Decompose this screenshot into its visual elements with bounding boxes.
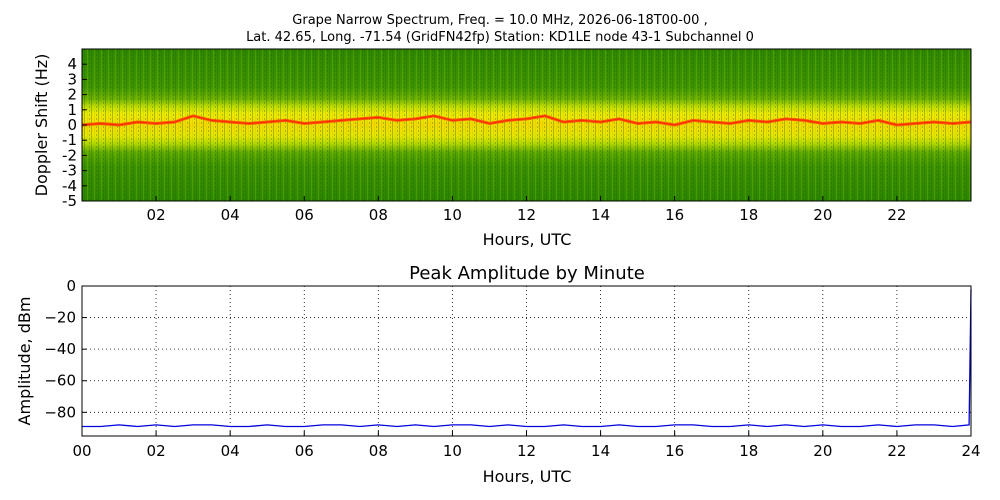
spectrogram-x-tick-label: 12 — [517, 206, 536, 224]
amplitude-x-tick-label: 22 — [887, 442, 906, 460]
amplitude-grid — [82, 286, 971, 436]
amplitude-x-tick-label: 12 — [517, 442, 536, 460]
amplitude-chart-title: Peak Amplitude by Minute — [409, 263, 645, 284]
figure-title-line-2: Lat. 42.65, Long. -71.54 (GridFN42fp) St… — [246, 30, 754, 45]
amplitude-x-tick-label: 06 — [295, 442, 314, 460]
spectrogram-y-tick-label: 1 — [67, 101, 77, 119]
spectrogram-y-tick-label: -5 — [62, 192, 77, 210]
amplitude-x-tick-label: 10 — [443, 442, 462, 460]
spectrogram-y-tick-label: 0 — [67, 116, 77, 134]
spectrogram-x-tick-label: 02 — [147, 206, 166, 224]
amplitude-y-tick-label: −80 — [44, 403, 76, 421]
amplitude-y-axis-label: Amplitude, dBm — [15, 297, 34, 426]
spectrogram-peak-core — [81, 115, 972, 126]
amplitude-y-tick-label: 0 — [66, 277, 76, 295]
amplitude-series-line — [82, 289, 972, 428]
spectrogram-x-tick-label: 14 — [591, 206, 610, 224]
amplitude-y-tick-label: −60 — [44, 372, 76, 390]
amplitude-x-axis-label: Hours, UTC — [483, 467, 572, 486]
spectrogram-y-tick-label: -4 — [62, 177, 77, 195]
amplitude-x-tick-label: 16 — [665, 442, 684, 460]
spectrogram-x-tick-label: 06 — [295, 206, 314, 224]
figure-title-line-1: Grape Narrow Spectrum, Freq. = 10.0 MHz,… — [292, 13, 708, 28]
amplitude-x-tick-label: 08 — [369, 442, 388, 460]
spectrogram-y-tick-label: 2 — [67, 86, 77, 104]
spectrogram-x-tick-label: 22 — [887, 206, 906, 224]
amplitude-x-tick-label: 04 — [221, 442, 240, 460]
amplitude-plot-area — [82, 286, 971, 436]
amplitude-y-ticks: 0 −20 −40 −60 −80 — [44, 277, 87, 421]
amplitude-x-tick-label: 24 — [961, 442, 980, 460]
spectrogram-y-tick-label: -1 — [62, 131, 77, 149]
amplitude-x-tick-label: 18 — [739, 442, 758, 460]
spectrogram-x-tick-label: 16 — [665, 206, 684, 224]
amplitude-x-ticks: 00 02 04 06 08 10 12 14 16 18 20 22 24 — [72, 431, 981, 460]
spectrogram-y-tick-label: 4 — [67, 55, 77, 73]
spectrogram-x-tick-label: 04 — [221, 206, 240, 224]
spectrogram-y-axis-label: Doppler Shift (Hz) — [32, 54, 51, 197]
spectrogram-x-axis-label: Hours, UTC — [483, 230, 572, 249]
amplitude-x-tick-label: 14 — [591, 442, 610, 460]
spectrogram-y-tick-label: -2 — [62, 146, 77, 164]
spectrogram-y-tick-label: 3 — [67, 70, 77, 88]
spectrogram-x-ticks: 02 04 06 08 10 12 14 16 18 20 22 — [147, 196, 906, 224]
amplitude-x-tick-label: 00 — [72, 442, 91, 460]
amplitude-x-tick-label: 02 — [147, 442, 166, 460]
spectrogram-texture — [82, 49, 971, 201]
amplitude-chart: Peak Amplitude by Minute 00 02 04 06 08 10 12 1… — [15, 263, 981, 486]
spectrogram-x-tick-label: 10 — [443, 206, 462, 224]
spectrogram-x-tick-label: 18 — [739, 206, 758, 224]
amplitude-x-tick-label: 20 — [813, 442, 832, 460]
spectrogram-x-tick-label: 20 — [813, 206, 832, 224]
spectrogram-y-tick-label: -3 — [62, 162, 77, 180]
amplitude-y-tick-label: −20 — [44, 309, 76, 327]
spectrogram-x-tick-label: 08 — [369, 206, 388, 224]
amplitude-y-tick-label: −40 — [44, 340, 76, 358]
